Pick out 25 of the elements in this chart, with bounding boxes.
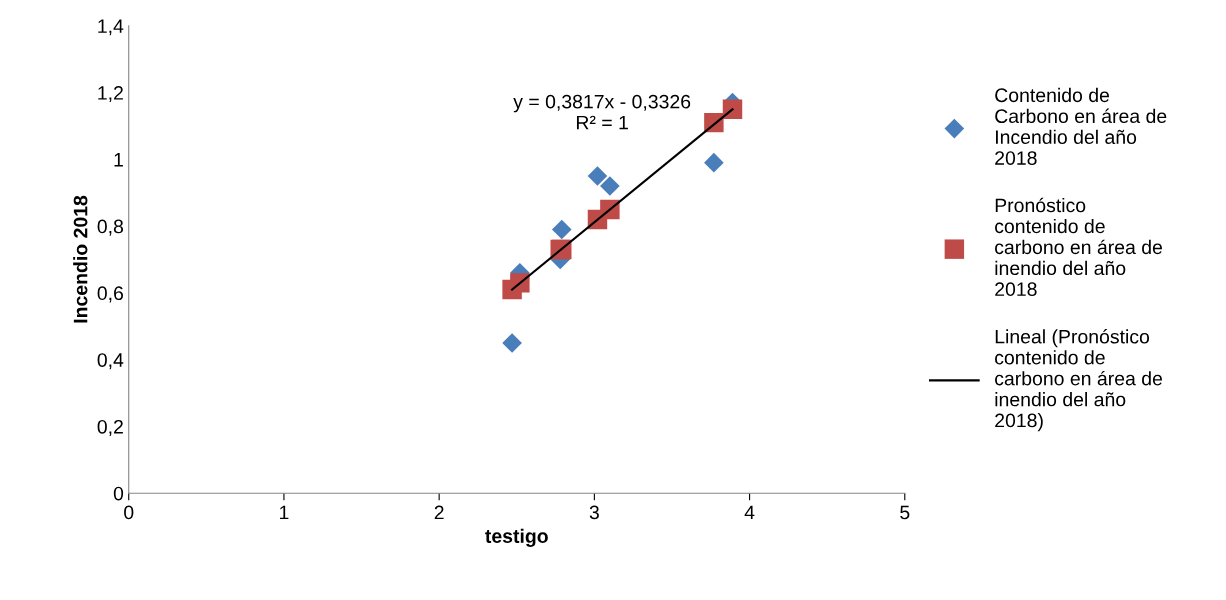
point bbox=[587, 166, 608, 186]
point bbox=[600, 176, 620, 196]
x-tick-label: 2 bbox=[434, 505, 444, 520]
y-tick-label: 0,8 bbox=[97, 219, 124, 236]
y-tick-label: 1 bbox=[114, 153, 123, 167]
y-tick-label: 0,4 bbox=[97, 353, 124, 370]
y-axis-title: Incendio 2018 bbox=[73, 195, 88, 323]
x-tick-label: 0 bbox=[124, 505, 134, 520]
y-tick-label: 0,2 bbox=[97, 419, 123, 436]
x-tick-label: 3 bbox=[589, 505, 599, 520]
legend-label: Lineal (Pronóstico contenido de carbono en área de inendio del año 2018) bbox=[995, 329, 1162, 432]
point bbox=[502, 333, 522, 353]
legend-label: Contenido de Carbono en área de Incendio del año 2018 bbox=[995, 87, 1167, 165]
point bbox=[704, 152, 724, 173]
y-tick-label: 1,4 bbox=[98, 19, 124, 36]
legend-label: Pronóstico contenido de carbono en área de inendio del año 2018 bbox=[995, 197, 1162, 297]
y-tick-label: 0 bbox=[113, 486, 124, 501]
annotation: y = 0,3817x - 0,3326 R² = 1 bbox=[513, 94, 691, 130]
x-tick-label: 5 bbox=[900, 505, 910, 520]
x-tick-label: 1 bbox=[280, 505, 289, 520]
point bbox=[551, 219, 572, 240]
x-axis-title: testigo bbox=[485, 528, 548, 547]
y-tick-label: 1,2 bbox=[98, 86, 123, 103]
y-tick-label: 0,6 bbox=[97, 286, 124, 303]
x-tick-label: 4 bbox=[744, 505, 755, 520]
